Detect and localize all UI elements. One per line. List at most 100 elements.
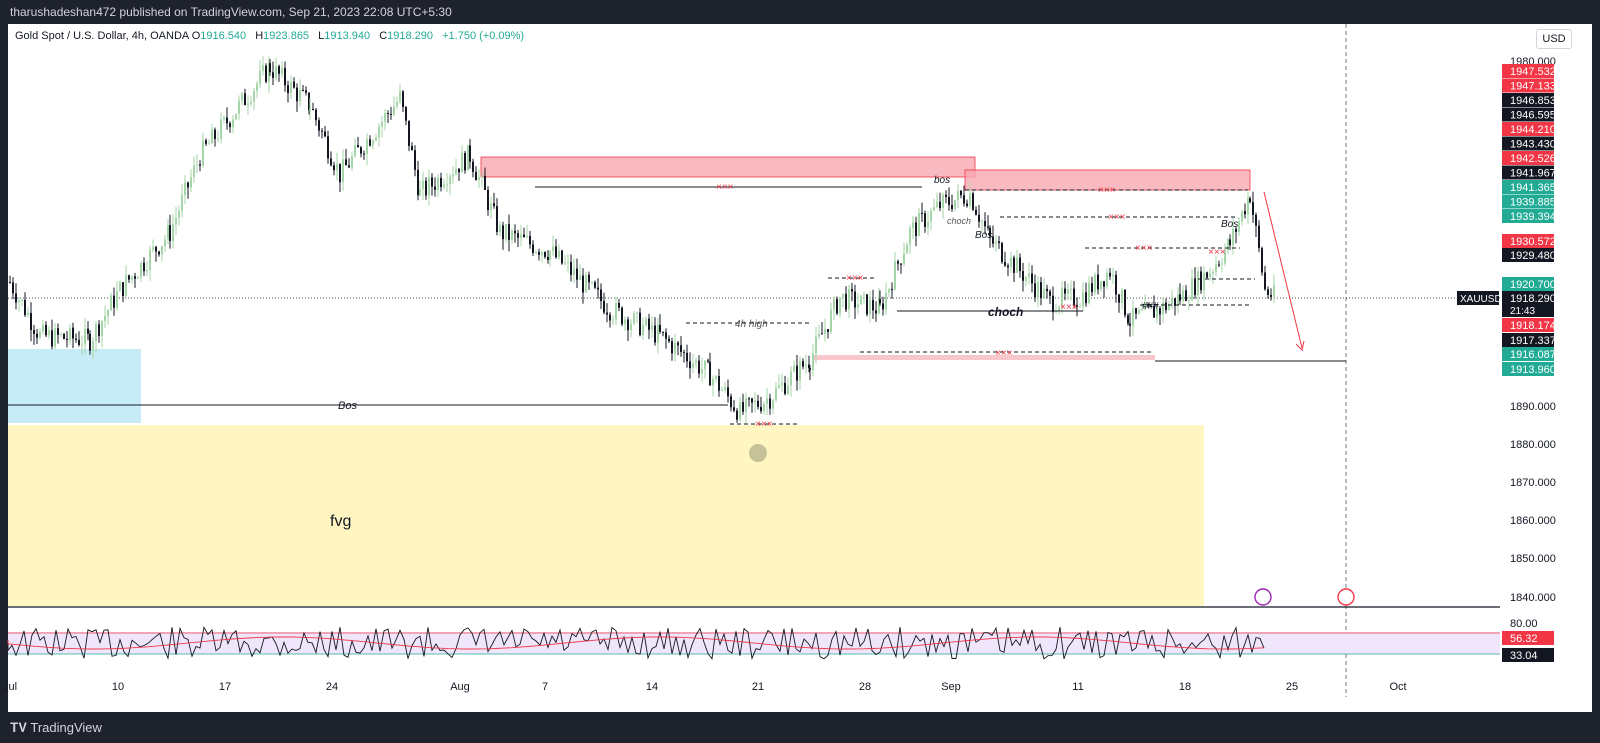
candle-body (963, 195, 965, 204)
candle-body (570, 262, 572, 275)
candle-body (110, 295, 112, 311)
candle-body (205, 140, 207, 144)
candle-body (259, 70, 261, 84)
candle-body (851, 289, 853, 292)
candle-body (1049, 291, 1051, 296)
flag-icon (1337, 588, 1355, 606)
candle-body (24, 299, 26, 316)
candle-body (781, 382, 783, 386)
candle-body (1124, 289, 1126, 316)
candle-body (897, 261, 899, 264)
candle-body (1034, 283, 1036, 298)
cursor-dot (749, 444, 767, 462)
candle-body (419, 189, 421, 196)
price-tag: 1916.087 (1510, 349, 1556, 361)
candle-body (425, 180, 427, 196)
candle-body (960, 190, 962, 196)
candle-body (467, 145, 469, 171)
candle-body (1238, 221, 1240, 232)
candle-body (558, 250, 560, 258)
candle-body (674, 342, 676, 354)
candle-body (695, 360, 697, 364)
candle-body (547, 256, 549, 260)
open-label: O (191, 30, 201, 42)
currency-button[interactable]: USD (1536, 29, 1572, 49)
candle-body (51, 330, 53, 347)
hash-label: ### (1142, 301, 1159, 312)
candle-body (671, 341, 673, 354)
candle-body (158, 251, 160, 255)
candle-body (627, 319, 629, 331)
price-tag: 1913.960 (1510, 364, 1556, 376)
candle-body (250, 101, 252, 104)
candle-body (275, 66, 277, 78)
candle-body (942, 194, 944, 209)
candle-body (966, 203, 968, 207)
candle-body (411, 145, 413, 151)
candle-body (1182, 290, 1184, 301)
candle-body (66, 338, 68, 340)
candle-body (875, 310, 877, 314)
symbol-tag: XAUUSD (1460, 294, 1502, 305)
price-tag: 1943.430 (1510, 139, 1556, 151)
x-tick-label: 7 (542, 681, 548, 693)
candle-body (312, 109, 314, 111)
candle-body (1144, 303, 1146, 310)
candle-body (615, 302, 617, 320)
candle-body (187, 182, 189, 188)
candle-body (984, 221, 986, 227)
candle-body (924, 213, 926, 227)
candle-body (621, 307, 623, 325)
candle-body (461, 153, 463, 173)
candle-body (305, 90, 307, 93)
x-tick-label: Aug (450, 681, 470, 693)
candle-body (582, 275, 584, 293)
candle-body (878, 299, 880, 314)
y-tick-label: 1850.000 (1510, 553, 1556, 565)
price-tag-bg (1502, 136, 1554, 151)
price-axis: 1980.0001890.0001880.0001870.0001860.000… (1457, 56, 1556, 662)
candle-body (606, 312, 608, 315)
candle-body (969, 193, 971, 207)
candle-body (1156, 308, 1158, 318)
candle-body (707, 360, 709, 362)
candle-body (330, 158, 332, 166)
candle-body (1055, 311, 1057, 313)
candle-body (1255, 214, 1257, 226)
candle-body (1168, 304, 1170, 310)
fvg-label: fvg (330, 513, 351, 530)
candle-body (1235, 228, 1237, 232)
candle-body (455, 168, 457, 175)
candle-body (478, 176, 480, 181)
candle-body (618, 302, 620, 308)
zones-layer: fvg (8, 156, 1251, 606)
candle-body (927, 221, 929, 227)
x-tick-label: 24 (326, 681, 338, 693)
candle-body (915, 222, 917, 236)
candle-body (1203, 272, 1205, 291)
candle-body (342, 159, 344, 183)
price-tag: 1939.394 (1510, 211, 1556, 223)
price-tag-bg (1502, 248, 1554, 262)
candle-body (1058, 306, 1060, 312)
candle-body (636, 312, 638, 314)
candle-body (287, 85, 289, 94)
candle-body (1244, 211, 1246, 215)
candle-body (1097, 274, 1099, 290)
candle-body (739, 402, 741, 420)
candle-body (573, 268, 575, 275)
candle-body (1264, 272, 1266, 290)
candle-body (399, 91, 401, 102)
candle-body (1159, 308, 1161, 315)
candle-body (1162, 302, 1164, 315)
candle-body (1206, 272, 1208, 278)
candle-body (830, 309, 832, 332)
candle-body (526, 235, 528, 238)
candle-body (1076, 305, 1078, 307)
candle-body (199, 164, 201, 166)
price-tag: 1917.337 (1510, 335, 1556, 347)
candle-body (872, 299, 874, 311)
candle-body (995, 241, 997, 244)
candle-body (449, 176, 451, 185)
